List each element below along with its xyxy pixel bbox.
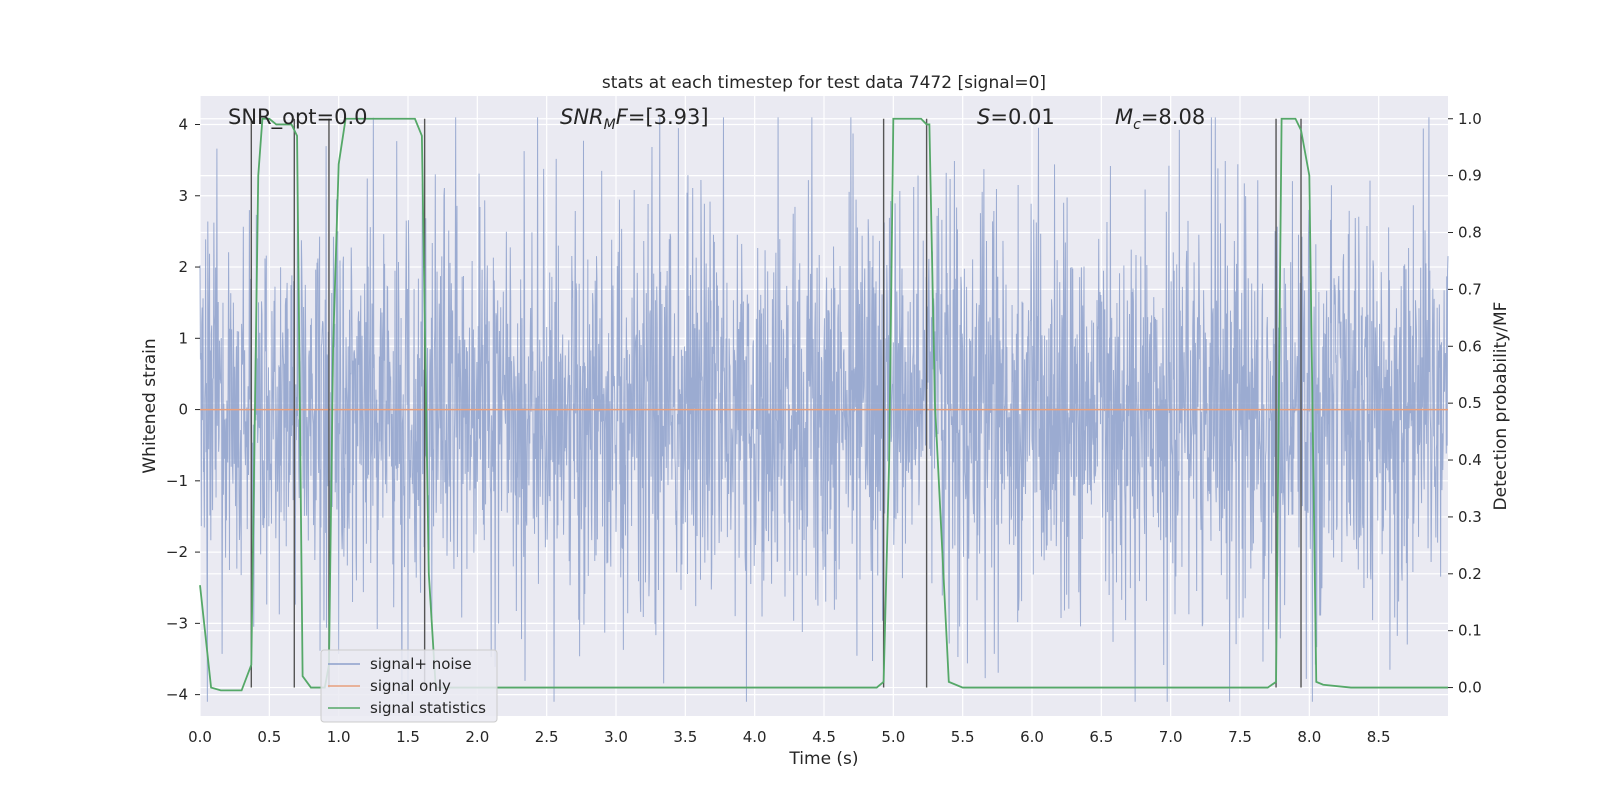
x-tick-label: 5.5	[951, 728, 975, 746]
snr-mf-value: =[3.93]	[628, 105, 709, 129]
x-tick-label: 0.0	[188, 728, 212, 746]
x-tick-label: 1.0	[327, 728, 351, 746]
x-tick-label: 2.0	[465, 728, 489, 746]
y-tick-label-left: −4	[166, 686, 188, 704]
vertical-markers	[250, 118, 1302, 688]
annotation-snr-opt: SNR_opt=0.0	[228, 105, 368, 130]
x-tick-label: 4.5	[812, 728, 836, 746]
y-axis-label-left: Whitened strain	[140, 338, 160, 473]
y-tick-label-right: 0.2	[1458, 565, 1482, 583]
chart-title: stats at each timestep for test data 747…	[602, 73, 1046, 93]
y-tick-label-right: 0.8	[1458, 224, 1482, 242]
legend: signal+ noise signal only signal statist…	[320, 649, 498, 723]
y-tick-label-right: 0.3	[1458, 508, 1482, 526]
y-tick-label-left: 0	[178, 401, 188, 419]
legend-box	[320, 649, 498, 723]
x-axis-label: Time (s)	[788, 749, 858, 769]
annotation-mc-value: Mc=8.08	[1115, 105, 1205, 133]
x-tick-label: 6.0	[1020, 728, 1044, 746]
y-tick-label-right: 0.5	[1458, 394, 1482, 412]
y-tick-label-right: 0.4	[1458, 451, 1482, 469]
y-tick-label-right: 0.0	[1458, 679, 1482, 697]
x-tick-label: 8.0	[1297, 728, 1321, 746]
y-tick-label-right: 0.7	[1458, 280, 1482, 298]
x-axis-ticks: 0.0 0.5 1.0 1.5 2.0 2.5 3.0 3.5 4.0 4.5 5.0 5.5 6.0 6…	[188, 728, 1391, 746]
signal-statistics-series	[199, 117, 1448, 692]
x-tick-label: 7.0	[1159, 728, 1183, 746]
y-tick-label-left: 2	[178, 258, 188, 276]
y-tick-label-left: −2	[166, 543, 188, 561]
x-tick-label: 7.5	[1228, 728, 1252, 746]
legend-label-noise: signal+ noise	[370, 655, 472, 673]
annotation-snr-mf: SNRMF=[3.93]	[560, 105, 709, 133]
x-tick-label: 6.5	[1089, 728, 1113, 746]
y-axis-label-right: Detection probability/MF	[1491, 302, 1511, 511]
x-tick-label: 8.5	[1367, 728, 1391, 746]
y-tick-label-left: 4	[178, 116, 188, 134]
x-tick-label: 5.0	[881, 728, 905, 746]
left-axis-ticks: 4 3 2 1 0 −1 −2 −3 −4	[166, 116, 200, 704]
y-tick-label-right: 0.1	[1458, 622, 1482, 640]
y-tick-label-left: −3	[166, 614, 188, 632]
annotation-s-value: S=0.01	[977, 105, 1055, 129]
x-tick-label: 1.5	[396, 728, 420, 746]
x-tick-label: 2.5	[535, 728, 559, 746]
y-tick-label-right: 0.9	[1458, 167, 1482, 185]
y-tick-label-left: 1	[178, 329, 188, 347]
y-tick-label-left: 3	[178, 187, 188, 205]
legend-label-statistics: signal statistics	[370, 699, 486, 717]
x-tick-label: 3.0	[604, 728, 628, 746]
x-tick-label: 0.5	[257, 728, 281, 746]
x-tick-label: 3.5	[673, 728, 697, 746]
right-axis-ticks: 1.0 0.9 0.8 0.7 0.6 0.5 0.4 0.3 0.2 0.1 0.0	[1448, 110, 1482, 697]
y-tick-label-left: −1	[166, 472, 188, 490]
statistics-line	[199, 117, 1448, 692]
y-tick-label-right: 1.0	[1458, 110, 1482, 128]
x-tick-label: 4.0	[743, 728, 767, 746]
legend-label-signal-only: signal only	[370, 677, 451, 695]
y-tick-label-right: 0.6	[1458, 337, 1482, 355]
